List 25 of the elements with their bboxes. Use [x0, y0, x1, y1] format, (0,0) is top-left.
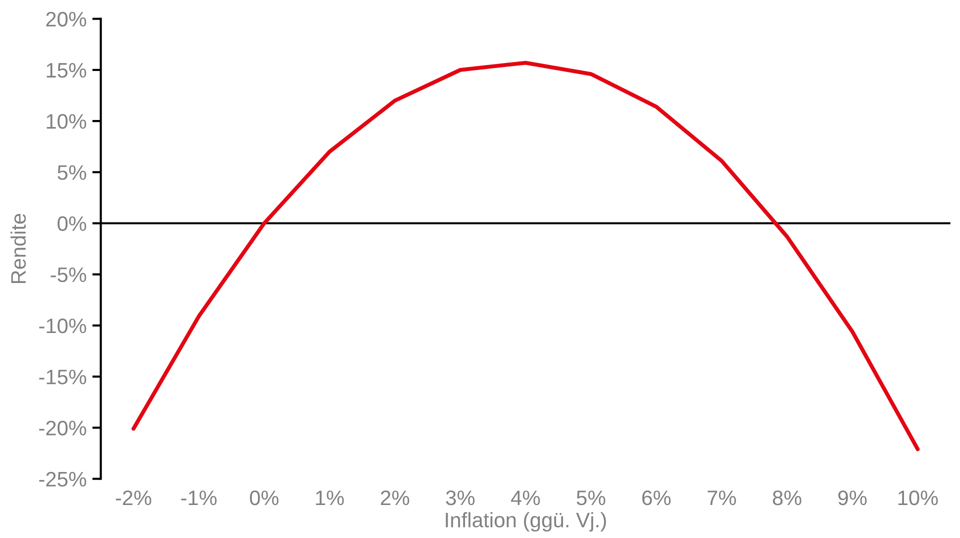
y-tick-label: -5% [50, 267, 86, 282]
x-tick-label: 2% [380, 490, 410, 506]
x-tick-label: 3% [446, 490, 475, 506]
y-tick-label: 0% [58, 216, 86, 232]
y-tick-label: -20% [39, 420, 86, 436]
y-tick-label: 20% [46, 12, 86, 27]
x-tick-label: 4% [511, 490, 540, 506]
x-tick-label: 0% [250, 490, 278, 506]
y-tick-label: -10% [39, 318, 86, 334]
x-tick-label: -1% [181, 490, 217, 506]
y-tick-label: 5% [58, 165, 86, 180]
y-tick-label: -25% [39, 472, 86, 487]
x-tick-label: 1% [316, 490, 344, 506]
y-tick-label: 10% [46, 114, 86, 129]
x-axis-title: Inflation (ggü. Vj.) [446, 512, 606, 532]
x-tick-label: 6% [642, 490, 671, 506]
x-tick-label: 10% [898, 490, 938, 506]
y-axis-title: Rendite [10, 214, 26, 284]
x-tick-label: 9% [838, 490, 867, 506]
y-tick-label: 15% [46, 63, 86, 78]
x-tick-label: -2% [116, 490, 152, 506]
x-tick-label: 5% [576, 490, 606, 506]
x-tick-label: 7% [708, 490, 736, 506]
y-tick-label: -15% [39, 370, 86, 384]
x-tick-label: 8% [772, 490, 802, 506]
